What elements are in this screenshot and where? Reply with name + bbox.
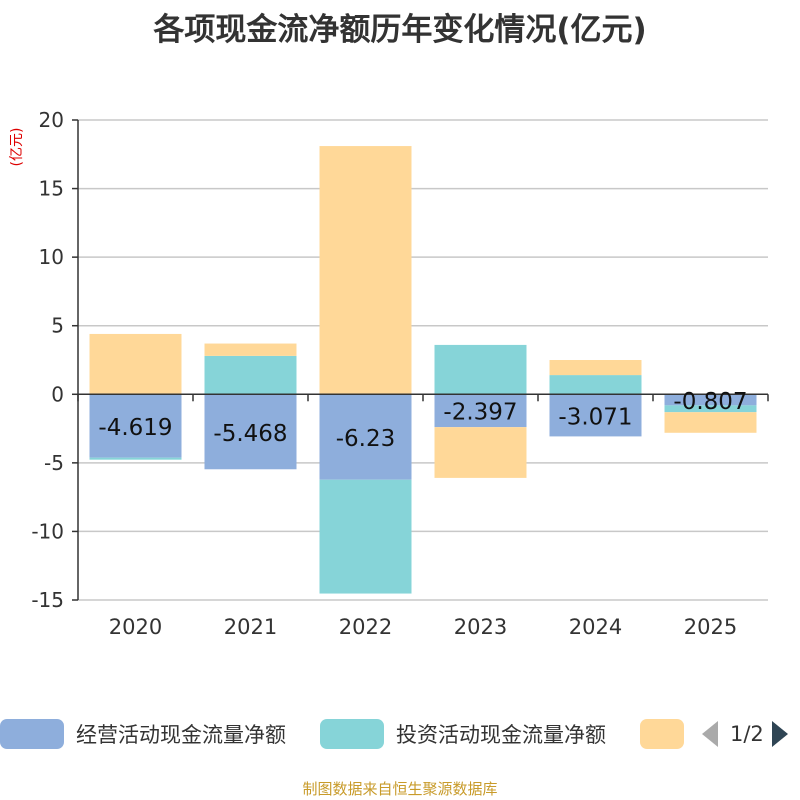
bar-financing-2020 <box>89 333 182 395</box>
legend-swatch-investing <box>320 719 384 749</box>
x-tick-label-2022: 2022 <box>339 615 392 639</box>
data-label-2022: -6.23 <box>336 426 396 452</box>
data-label-2024: -3.071 <box>558 404 632 430</box>
bar-investing-2022 <box>319 479 412 594</box>
bar-investing-2025 <box>664 405 757 413</box>
x-tick-label-2025: 2025 <box>684 615 737 639</box>
bar-financing-2021 <box>204 343 297 356</box>
legend-item-financing[interactable] <box>640 716 696 752</box>
bar-financing-2024 <box>549 360 642 376</box>
y-tick-label: 10 <box>39 245 64 269</box>
legend-item-investing[interactable]: 投资活动现金流量净额 <box>320 716 606 752</box>
legend-label-operating: 经营活动现金流量净额 <box>76 723 286 747</box>
bar-operating-2023 <box>434 394 527 428</box>
bar-financing-2022 <box>319 146 412 395</box>
y-tick-label: 0 <box>51 382 64 406</box>
y-tick-label: 20 <box>39 108 64 132</box>
legend-page-indicator: 1/2 <box>730 722 764 746</box>
legend-item-operating[interactable]: 经营活动现金流量净额 <box>0 716 286 752</box>
x-tick-label-2024: 2024 <box>569 615 622 639</box>
legend-swatch-operating <box>0 719 64 749</box>
y-tick-label: -10 <box>31 519 64 543</box>
bar-investing-2020 <box>89 457 182 460</box>
source-note: 制图数据来自恒生聚源数据库 <box>302 780 498 798</box>
data-label-2020: -4.619 <box>98 415 172 441</box>
bar-financing-2025 <box>664 412 757 433</box>
y-tick-label: -15 <box>31 588 64 612</box>
x-tick-label-2020: 2020 <box>109 615 162 639</box>
data-label-2025: -0.807 <box>673 389 747 415</box>
y-axis-label: (亿元) <box>9 128 25 167</box>
y-tick-label: -5 <box>44 451 64 475</box>
y-tick-label: 5 <box>51 314 64 338</box>
legend-pager: 1/2 <box>700 716 790 752</box>
bar-operating-2021 <box>204 394 297 470</box>
y-tick-label: 15 <box>39 177 64 201</box>
bar-operating-2025 <box>664 394 757 406</box>
x-tick-label-2021: 2021 <box>224 615 277 639</box>
bar-operating-2022 <box>319 394 412 480</box>
chart-title: 各项现金流净额历年变化情况(亿元) <box>153 12 647 48</box>
data-label-2023: -2.397 <box>443 400 517 426</box>
legend-label-investing: 投资活动现金流量净额 <box>396 723 606 747</box>
bar-operating-2024 <box>549 394 642 437</box>
legend-prev-icon[interactable] <box>700 719 720 749</box>
bar-operating-2020 <box>89 394 182 458</box>
x-tick-label-2023: 2023 <box>454 615 507 639</box>
bar-investing-2021 <box>204 355 297 395</box>
bar-investing-2023 <box>434 344 527 395</box>
bar-investing-2024 <box>549 375 642 395</box>
legend-next-icon[interactable] <box>770 719 790 749</box>
legend-swatch-financing <box>640 719 684 749</box>
bar-financing-2023 <box>434 427 527 478</box>
data-label-2021: -5.468 <box>213 421 287 447</box>
